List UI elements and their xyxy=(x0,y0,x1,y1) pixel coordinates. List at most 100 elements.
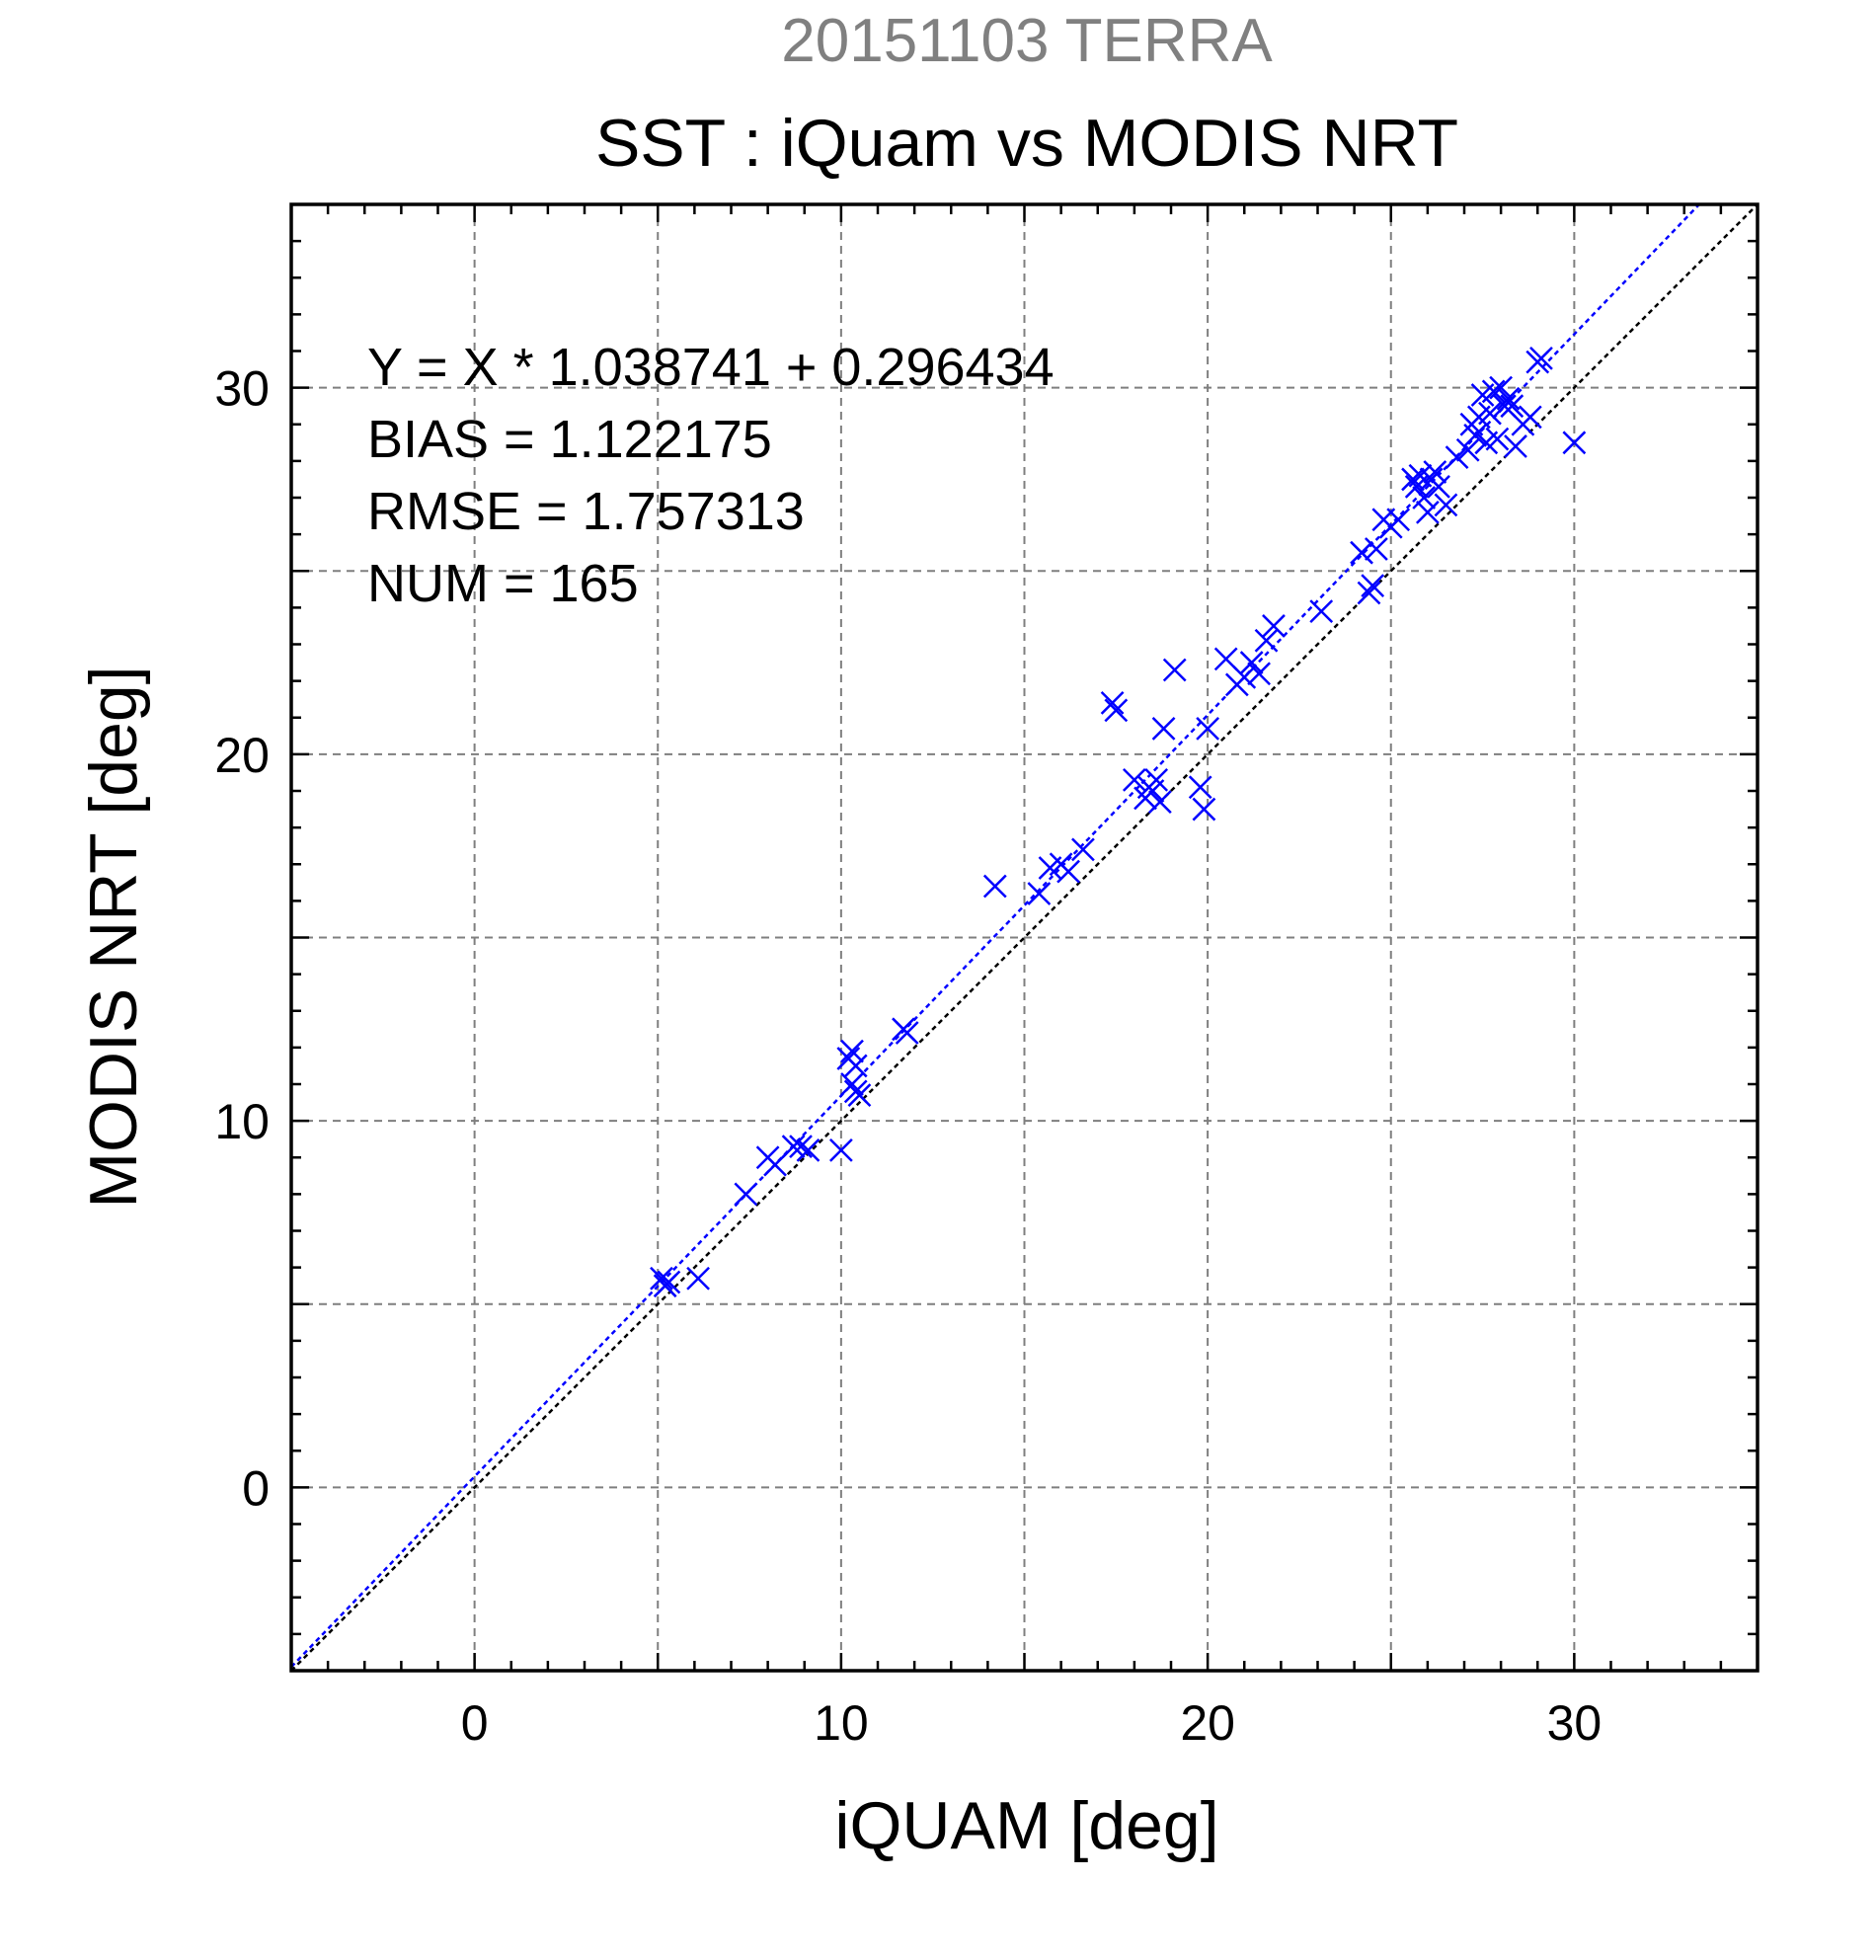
data-point-stroke xyxy=(1056,859,1080,884)
data-point-stroke xyxy=(1357,581,1381,605)
data-point-stroke xyxy=(1213,647,1238,671)
data-point-stroke xyxy=(1434,493,1458,517)
data-point xyxy=(1434,493,1458,517)
data-point xyxy=(1027,882,1052,905)
data-point-stroke xyxy=(1122,767,1146,792)
data-point-stroke xyxy=(1147,790,1172,815)
data-point-stroke xyxy=(1401,467,1425,492)
data-point-stroke xyxy=(1365,537,1388,561)
data-point xyxy=(1188,775,1212,800)
y-tick-labels: 0 10 20 30 xyxy=(214,361,270,1517)
data-point-stroke xyxy=(840,1039,864,1063)
y-axis-label: MODIS NRT [deg] xyxy=(76,666,151,1208)
data-point-stroke xyxy=(828,1137,853,1162)
data-point xyxy=(895,1021,919,1045)
data-point xyxy=(1357,581,1381,605)
y-tick-label: 30 xyxy=(214,361,270,417)
data-point-stroke xyxy=(1529,347,1553,370)
data-point-stroke xyxy=(1247,662,1271,686)
data-point xyxy=(1162,658,1187,682)
data-point xyxy=(1239,651,1264,674)
data-point-stroke xyxy=(686,1266,710,1291)
data-point xyxy=(734,1182,758,1207)
data-point xyxy=(650,1266,673,1291)
data-point xyxy=(1445,445,1469,470)
data-point xyxy=(1071,837,1095,862)
data-point xyxy=(686,1266,710,1291)
data-point-stroke xyxy=(1478,401,1502,426)
annotation-line: Y = X * 1.038741 + 0.296434 xyxy=(367,338,1055,397)
data-point-stroke xyxy=(1027,882,1052,905)
data-point-stroke xyxy=(1455,437,1480,462)
data-point xyxy=(1144,767,1169,792)
data-point xyxy=(1100,691,1125,715)
data-point xyxy=(1386,508,1411,532)
data-point-stroke xyxy=(1500,394,1524,419)
annotation-line: BIAS = 1.122175 xyxy=(367,410,772,469)
data-point xyxy=(1504,434,1527,458)
data-point-stroke xyxy=(1192,797,1216,822)
data-point-stroke xyxy=(982,874,1007,899)
data-point-stroke xyxy=(1196,717,1220,741)
data-point xyxy=(789,1135,813,1158)
data-point-stroke xyxy=(1239,651,1264,674)
fit-annotations: Y = X * 1.038741 + 0.296434 BIAS = 1.1221… xyxy=(367,338,1055,613)
data-point xyxy=(1485,427,1510,451)
data-point-stroke xyxy=(1489,375,1514,400)
data-point-stroke xyxy=(650,1266,673,1291)
x-tick-labels: 0 10 20 30 xyxy=(461,1695,1602,1751)
data-point xyxy=(1350,540,1373,565)
grid-lines xyxy=(291,204,1758,1671)
data-point xyxy=(1192,797,1216,822)
data-point-stroke xyxy=(763,1152,787,1177)
data-point-stroke xyxy=(1504,434,1527,458)
data-points xyxy=(650,347,1587,1298)
data-point xyxy=(1196,717,1220,741)
data-point xyxy=(1427,474,1450,499)
data-point-stroke xyxy=(1386,508,1411,532)
data-point-stroke xyxy=(1104,698,1129,723)
data-point xyxy=(1478,401,1502,426)
data-point-stroke xyxy=(895,1021,919,1045)
data-point xyxy=(1309,599,1334,623)
data-point xyxy=(847,1083,872,1108)
x-tick-label: 0 xyxy=(461,1695,489,1751)
data-point-stroke xyxy=(1518,405,1542,430)
chart-suptitle: 20151103 TERRA xyxy=(781,7,1273,75)
data-point xyxy=(1529,347,1553,370)
data-point xyxy=(1412,486,1437,510)
data-point-stroke xyxy=(1162,658,1187,682)
x-tick-label: 20 xyxy=(1180,1695,1235,1751)
data-point xyxy=(1147,790,1172,815)
data-point xyxy=(1122,767,1146,792)
data-point xyxy=(1104,698,1129,723)
data-point-stroke xyxy=(1485,427,1510,451)
data-point xyxy=(1254,628,1279,653)
data-point xyxy=(843,1054,868,1078)
data-point xyxy=(781,1135,806,1158)
data-point-stroke xyxy=(1100,691,1125,715)
x-tick-label: 10 xyxy=(814,1695,869,1751)
data-point-stroke xyxy=(796,1137,821,1162)
data-point-stroke xyxy=(1423,460,1447,484)
plot-frame xyxy=(289,202,1759,1673)
data-point xyxy=(1423,460,1447,484)
data-point-stroke xyxy=(843,1054,868,1078)
x-tick-label: 30 xyxy=(1547,1695,1602,1751)
data-point-stroke xyxy=(1254,628,1279,653)
data-point xyxy=(657,1270,681,1294)
data-point xyxy=(1415,500,1440,524)
y-tick-label: 20 xyxy=(214,728,270,783)
data-point xyxy=(1151,717,1176,741)
data-point xyxy=(1455,437,1480,462)
data-point-stroke xyxy=(1232,666,1257,689)
annotation-line: NUM = 165 xyxy=(367,554,639,613)
data-point-stroke xyxy=(1415,500,1440,524)
data-point xyxy=(1056,859,1080,884)
data-point-stroke xyxy=(847,1083,872,1108)
data-point-stroke xyxy=(1071,837,1095,862)
data-point xyxy=(1262,614,1286,638)
data-point xyxy=(982,874,1007,899)
data-point xyxy=(840,1039,864,1063)
